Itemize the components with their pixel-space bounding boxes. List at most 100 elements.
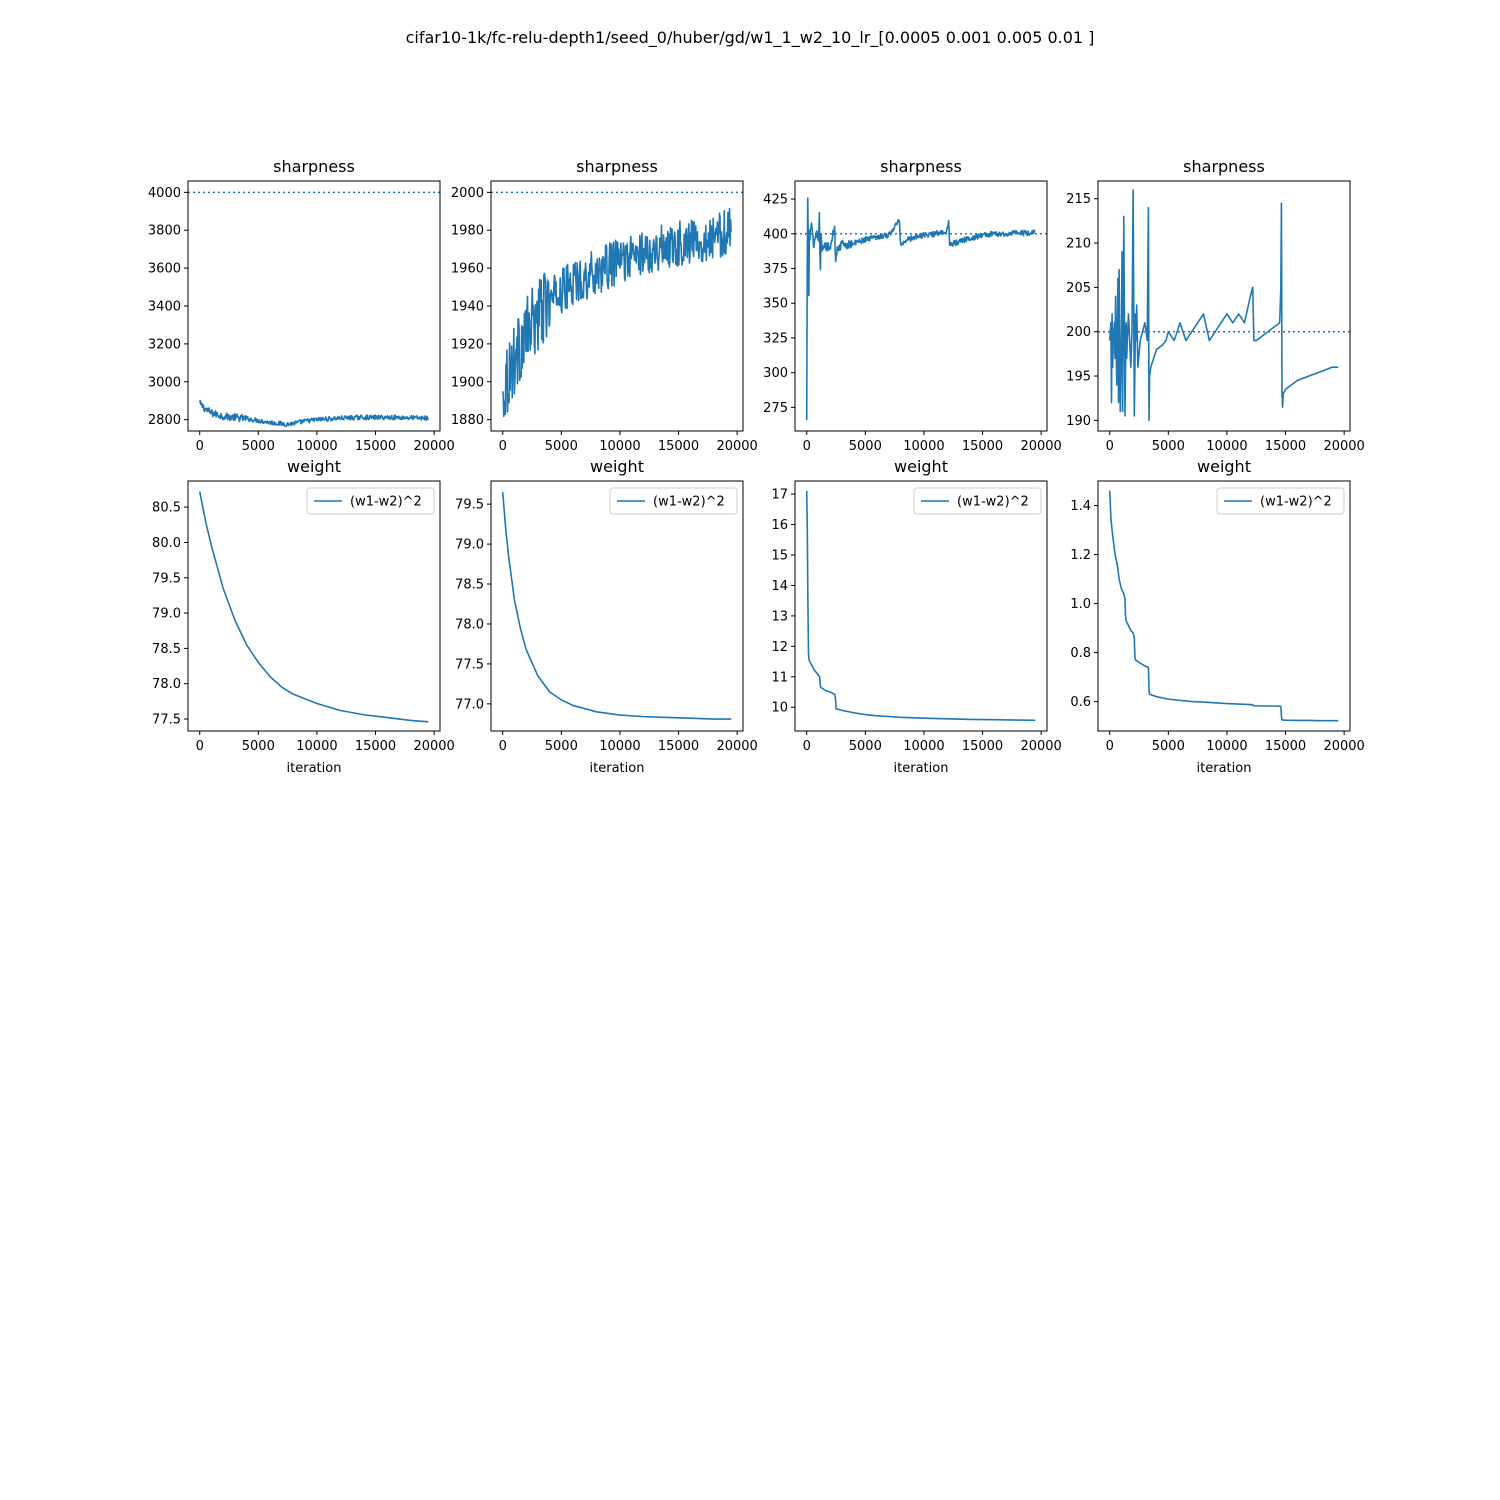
legend-label: (w1-w2)^2 [1260,495,1332,510]
y-tick-label: 78.0 [152,677,181,692]
y-tick-label: 77.0 [455,697,484,712]
y-tick-label: 1980 [451,224,484,239]
x-tick-label: 0 [499,739,507,754]
x-tick-label: 15000 [962,739,1003,754]
y-tick-label: 350 [763,297,788,312]
x-axis-label: iteration [894,761,949,776]
subplot-weight-1: weight 0 5000 10000 15000 20000 77.5 78.0 78.5 79… [152,457,455,776]
subplot-weight-3: weight 0 5000 10000 15000 20000 10 11 12 13 14 15 16… [771,457,1061,776]
x-tick-label: 15000 [658,739,699,754]
subplot-title: sharpness [273,157,355,176]
y-tick-label: 80.0 [152,536,181,551]
legend-label: (w1-w2)^2 [350,495,422,510]
x-tick-label: 0 [1106,439,1114,454]
x-tick-label: 10000 [296,439,337,454]
x-tick-label: 0 [196,439,204,454]
y-tick-label: 0.6 [1070,695,1091,710]
x-tick-label: 20000 [1323,439,1364,454]
legend-box [1216,487,1345,515]
y-tick-label: 79.5 [455,498,484,513]
y-tick-label: 2000 [451,186,484,201]
y-tick-label: 200 [1066,325,1091,340]
x-tick-label: 5000 [1152,439,1185,454]
legend-label: (w1-w2)^2 [653,495,725,510]
x-tick-label: 10000 [1206,739,1247,754]
plot-area [805,491,1036,722]
x-tick-label: 10000 [296,739,337,754]
y-tick-label: 16 [771,518,788,533]
y-tick-label: 17 [771,488,788,503]
series-line [1108,490,1339,722]
axes-frame [490,480,744,732]
series-line [1108,189,1339,422]
x-axis-label: iteration [1197,761,1252,776]
y-tick-label: 3200 [148,337,181,352]
y-tick-label: 4000 [148,186,181,201]
series-line [501,207,732,418]
subplot-sharp-3: sharpness 0 5000 10000 15000 20000 275 300 325 35… [763,157,1062,454]
y-tick-label: 1920 [451,337,484,352]
x-tick-label: 20000 [716,739,757,754]
series-line [805,197,1036,421]
y-tick-label: 1880 [451,413,484,428]
subplot-title: sharpness [1183,157,1265,176]
y-tick-label: 77.5 [152,712,181,727]
y-tick-label: 79.0 [455,538,484,553]
y-tick-label: 400 [763,227,788,242]
axes-frame [1097,180,1351,432]
x-tick-label: 15000 [962,439,1003,454]
plot-area [491,191,743,418]
subplot-title: weight [894,457,948,476]
legend-box [913,487,1042,515]
x-tick-label: 20000 [1020,439,1061,454]
axes-frame [794,180,1048,432]
y-tick-label: 2800 [148,413,181,428]
x-tick-label: 5000 [849,739,882,754]
x-tick-label: 0 [499,439,507,454]
y-tick-label: 78.0 [455,617,484,632]
y-tick-label: 79.5 [152,571,181,586]
axes-frame [794,480,1048,732]
y-tick-label: 1940 [451,300,484,315]
x-tick-label: 20000 [716,439,757,454]
plot-area [1108,490,1339,722]
subplot-sharp-4: sharpness 0 5000 10000 15000 20000 190 195 200 20… [1066,157,1365,454]
x-tick-label: 20000 [413,439,454,454]
y-tick-label: 195 [1066,370,1091,385]
y-tick-label: 13 [771,609,788,624]
y-tick-label: 3400 [148,300,181,315]
y-tick-label: 79.0 [152,607,181,622]
subplot-title: sharpness [576,157,658,176]
subplot-title: sharpness [880,157,962,176]
y-tick-label: 375 [763,262,788,277]
x-tick-label: 15000 [355,739,396,754]
y-tick-label: 77.5 [455,657,484,672]
y-tick-label: 3000 [148,375,181,390]
subplot-title: weight [1197,457,1251,476]
subplot-title: weight [287,457,341,476]
x-tick-label: 5000 [1152,739,1185,754]
y-tick-label: 215 [1066,192,1091,207]
series-line [198,399,429,428]
y-tick-label: 3600 [148,262,181,277]
y-tick-label: 1.0 [1070,597,1091,612]
subplot-title: weight [590,457,644,476]
x-tick-label: 10000 [903,739,944,754]
plot-area [1098,189,1350,422]
legend: (w1-w2)^2 [1216,487,1345,515]
y-tick-label: 78.5 [152,642,181,657]
legend-box [306,487,435,515]
y-tick-label: 78.5 [455,578,484,593]
legend: (w1-w2)^2 [913,487,1042,515]
subplot-weight-2: weight 0 5000 10000 15000 20000 77.0 77.5 78.0 78… [455,457,758,776]
legend: (w1-w2)^2 [609,487,738,515]
y-tick-label: 3800 [148,224,181,239]
y-tick-label: 10 [771,701,788,716]
axes-frame [187,480,441,732]
y-tick-label: 300 [763,366,788,381]
x-tick-label: 0 [1106,739,1114,754]
x-axis-label: iteration [287,761,342,776]
x-tick-label: 5000 [242,739,275,754]
